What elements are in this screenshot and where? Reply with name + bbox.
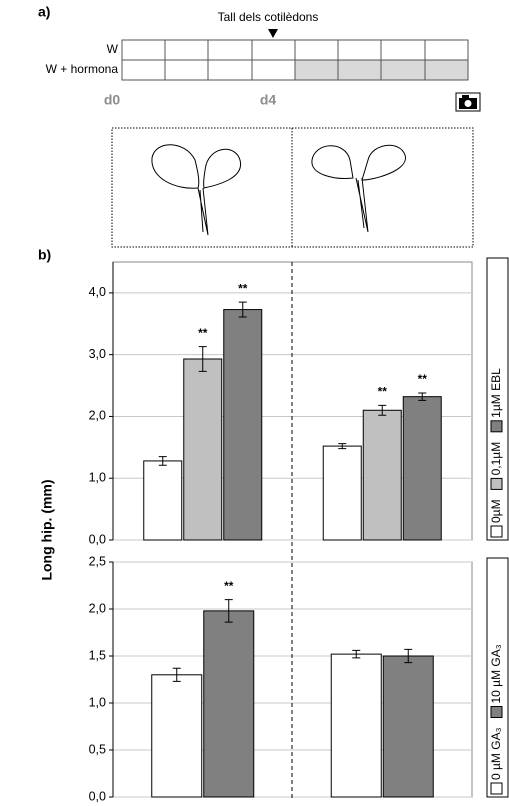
error-bar xyxy=(378,404,387,416)
error-bar xyxy=(238,301,247,318)
error-bar xyxy=(172,667,181,682)
error-bar xyxy=(418,392,427,401)
legend-swatch xyxy=(490,420,503,433)
significance: ** xyxy=(418,372,428,386)
legend-entry: 0 µM GA₃ xyxy=(489,727,503,780)
error-bar xyxy=(198,346,207,372)
bar xyxy=(322,445,362,541)
error-bar xyxy=(352,649,361,659)
bar xyxy=(143,460,183,541)
diagram-title: Tall dels cotilèdons xyxy=(218,10,319,24)
legend-box xyxy=(486,257,509,541)
bar xyxy=(151,674,203,798)
significance: ** xyxy=(378,384,388,398)
seedlings xyxy=(111,127,474,248)
y-tick-label: 1,5 xyxy=(89,648,106,662)
significance: ** xyxy=(198,326,208,340)
y-tick-label: 2,0 xyxy=(89,409,106,423)
bar xyxy=(183,358,223,541)
y-axis-label: Long hip. (mm) xyxy=(39,479,55,580)
y-tick-label: 1,0 xyxy=(89,695,106,709)
y-tick-label: 0,0 xyxy=(89,789,106,803)
y-tick-label: 2,5 xyxy=(89,554,106,568)
legend-entry: 0,1µM xyxy=(489,442,503,476)
significance: ** xyxy=(238,281,248,295)
arrow xyxy=(268,29,278,38)
legend-swatch xyxy=(490,782,503,795)
bar xyxy=(330,653,382,798)
error-bar xyxy=(224,599,233,623)
y-tick-label: 0,5 xyxy=(89,742,106,756)
significance: ** xyxy=(224,579,234,593)
error-bar xyxy=(404,648,413,664)
legend-swatch xyxy=(490,477,503,490)
bar xyxy=(362,409,402,541)
y-tick-label: 1,0 xyxy=(89,471,106,485)
legend-entry: 0µM xyxy=(489,499,503,523)
y-tick-label: 0,0 xyxy=(89,532,106,546)
y-tick-label: 2,0 xyxy=(89,601,106,615)
day-label: d0 xyxy=(104,92,121,108)
legend-entry: 1µM EBL xyxy=(489,368,503,418)
y-tick-label: 3,0 xyxy=(89,347,106,361)
camera-icon xyxy=(455,92,481,112)
day-label: d4 xyxy=(260,92,277,108)
y-tick-label: 4,0 xyxy=(89,285,106,299)
legend-box xyxy=(486,557,509,798)
row-label: W + hormona xyxy=(46,62,119,76)
error-bar xyxy=(158,456,167,466)
legend-swatch xyxy=(490,706,503,719)
error-bar xyxy=(338,443,347,450)
legend-entry: 10 µM GA₃ xyxy=(489,644,503,703)
row-label: W xyxy=(107,42,119,56)
bar xyxy=(203,610,255,798)
bar xyxy=(402,396,442,541)
panel-label: a) xyxy=(38,4,50,20)
bar xyxy=(382,655,434,798)
panel-label: b) xyxy=(38,247,51,263)
timeline-grid xyxy=(121,39,469,81)
legend-swatch xyxy=(490,525,503,538)
bar xyxy=(223,309,263,541)
